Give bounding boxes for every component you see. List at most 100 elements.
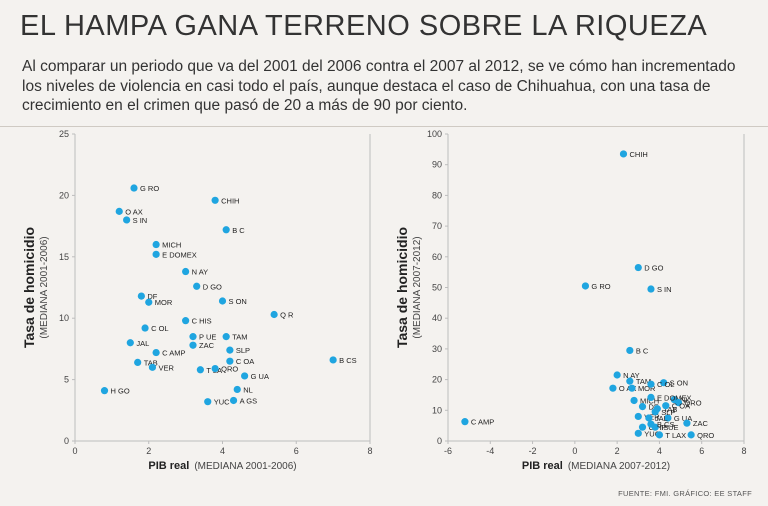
data-point-label: ZAC [693, 419, 709, 428]
data-point-label: CHIH [221, 196, 239, 205]
data-point [461, 418, 469, 426]
data-point-label: MOR [155, 298, 173, 307]
y-tick-label: 10 [59, 313, 69, 323]
data-point [233, 385, 241, 394]
data-point-label: D GO [203, 282, 222, 291]
data-point [270, 310, 278, 319]
data-point-label: DF [147, 292, 157, 301]
y-tick-label: 40 [432, 313, 442, 323]
x-tick-label: -2 [529, 446, 537, 456]
x-tick-label: 6 [699, 446, 704, 456]
data-point-label: MOR [638, 384, 656, 393]
data-point-label: N AY [192, 268, 209, 277]
data-point [134, 358, 142, 367]
data-point [634, 263, 642, 272]
data-point [581, 282, 590, 290]
x-tick-label: 0 [572, 446, 577, 456]
data-point-label: JAL [136, 339, 149, 348]
data-point [182, 317, 190, 325]
data-point [647, 420, 655, 428]
y-tick-label: 20 [432, 375, 442, 385]
data-point-label: G RO [591, 282, 610, 291]
data-point [182, 267, 190, 276]
data-point-label: TAM [232, 333, 247, 342]
data-point [123, 216, 131, 224]
data-point-label: C AMP [471, 418, 494, 427]
y-tick-label: 30 [432, 344, 442, 354]
y-tick-label: 15 [59, 252, 69, 262]
scatter-chart-2007-2012: 0 10 20 30 40 50 60 70 80 90 100 -6 -4 -2 0 2 4 6 8 CHIH D G… [394, 129, 747, 472]
x-tick-label: 2 [615, 446, 620, 456]
data-point [152, 250, 160, 258]
data-point [655, 431, 664, 439]
data-point [647, 393, 655, 402]
data-point [674, 399, 683, 407]
y-tick-label: 0 [64, 436, 69, 446]
data-point [634, 412, 642, 421]
x-axis-title: PIB real (MEDIANA 2007-2012) [522, 460, 670, 472]
x-axis-title-sub: (MEDIANA 2007-2012) [568, 461, 670, 472]
data-point [613, 371, 621, 379]
chart-subtitle: Al comparar un periodo que va del 2001 d… [22, 58, 736, 114]
data-point [148, 363, 157, 371]
data-point [130, 184, 138, 192]
data-point-label: C AMP [162, 349, 185, 358]
y-tick-label: 25 [59, 129, 69, 139]
data-point [229, 396, 238, 405]
data-point [626, 377, 634, 385]
data-point-label: P UE [199, 333, 216, 342]
y-tick-label: 60 [432, 252, 442, 262]
y-tick-label: 90 [432, 160, 442, 170]
data-point [609, 384, 617, 392]
data-point-label: CHIH [629, 150, 647, 159]
data-point [664, 414, 672, 422]
data-point-label: QRO [684, 399, 701, 408]
data-point [241, 372, 249, 380]
y-axis-title: Tasa de homicidio [394, 227, 410, 348]
data-point [189, 333, 197, 341]
data-point [638, 423, 647, 431]
x-tick-label: 4 [220, 446, 225, 456]
data-point-label: NL [243, 385, 253, 394]
data-point-label: G UA [674, 414, 692, 423]
data-point [145, 298, 153, 306]
y-tick-label: 20 [59, 190, 69, 200]
data-point-label: ZAC [199, 341, 215, 350]
data-point-label: G UA [251, 372, 269, 381]
data-point-label: H GO [111, 387, 130, 396]
data-point [626, 346, 634, 355]
data-point [152, 348, 160, 357]
data-point [193, 282, 201, 290]
data-point-label: B CS [657, 420, 675, 429]
data-point [645, 414, 653, 422]
data-point-label: QRO [221, 365, 238, 374]
data-point [189, 341, 197, 349]
data-point-label: E DOMEX [162, 250, 197, 259]
data-point-label: SLP [236, 346, 250, 355]
x-axis-title: PIB real (MEDIANA 2001-2006) [148, 460, 296, 472]
y-tick-label: 0 [437, 436, 442, 446]
data-point-label: C HIS [192, 317, 212, 326]
data-point-label: C OA [236, 357, 254, 366]
data-point [100, 387, 109, 395]
data-point [226, 357, 234, 365]
y-tick-label: 10 [432, 405, 442, 415]
data-point-label: SLP [661, 408, 675, 417]
data-point-label: A GS [240, 396, 258, 405]
data-point-label: DF [649, 403, 659, 412]
data-point-label: S ON [670, 379, 688, 388]
x-tick-label: 2 [146, 446, 151, 456]
data-point-label: B C [636, 346, 649, 355]
y-tick-label: 80 [432, 190, 442, 200]
data-point [204, 398, 212, 406]
x-axis-title-sub: (MEDIANA 2001-2006) [194, 461, 296, 472]
data-point [196, 366, 204, 374]
data-point-label: S IN [133, 216, 148, 225]
y-tick-label: 5 [64, 375, 69, 385]
data-point [651, 408, 659, 416]
data-point [662, 402, 670, 410]
x-tick-label: 0 [72, 446, 77, 456]
data-point [126, 339, 134, 347]
data-point-label: S ON [229, 297, 247, 306]
data-point [329, 356, 337, 364]
